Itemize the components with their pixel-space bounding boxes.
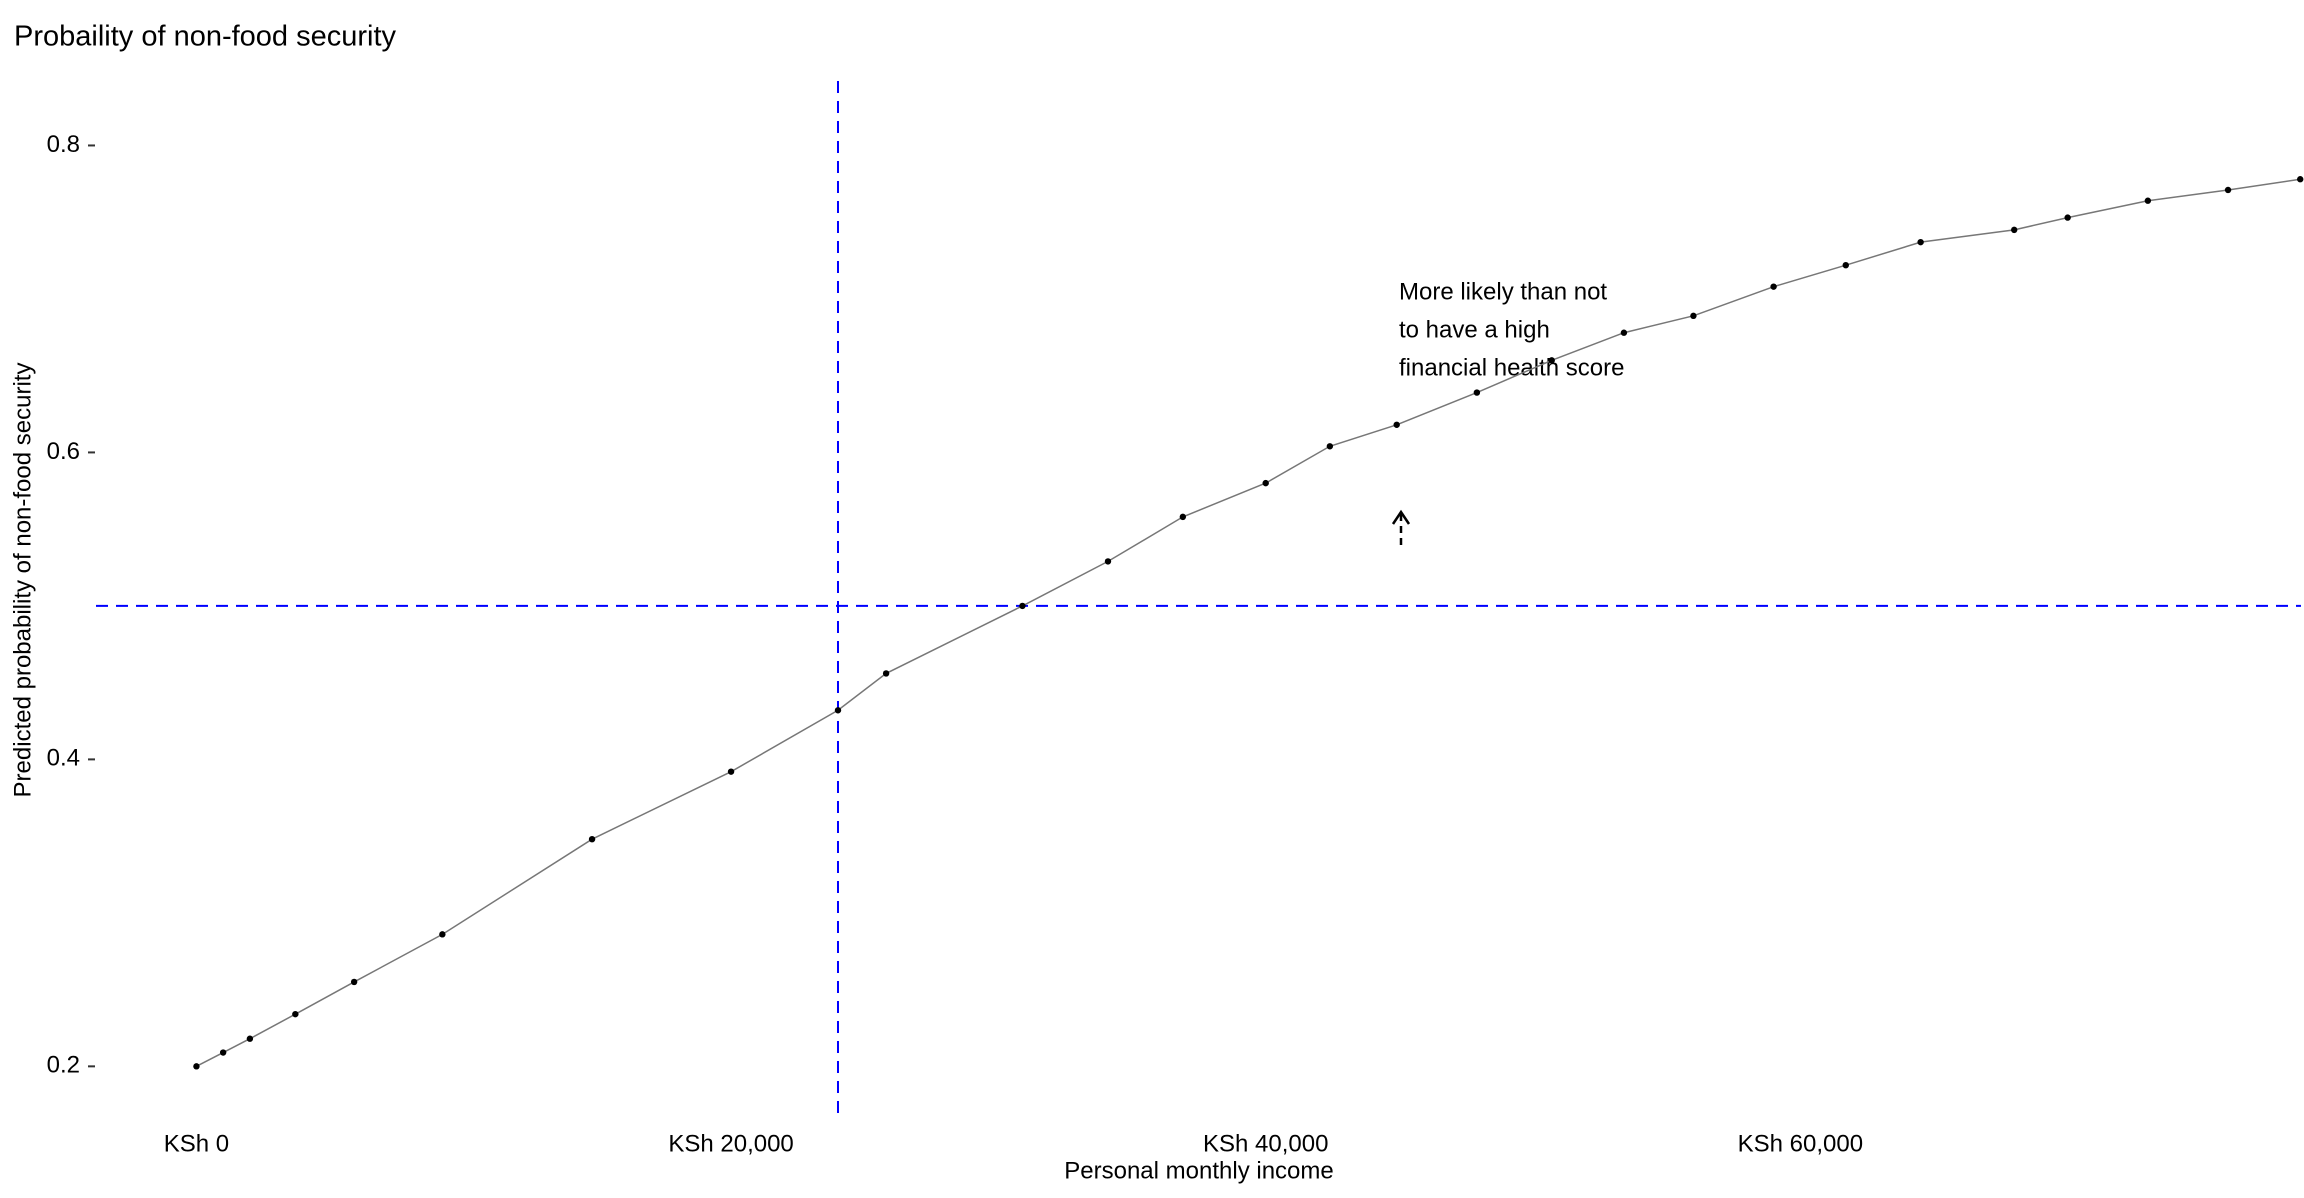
y-tick-label: 0.2 xyxy=(47,1052,80,1079)
annotation-arrow xyxy=(1391,509,1411,548)
y-tick-label: 0.4 xyxy=(47,745,80,772)
point xyxy=(588,835,596,843)
point xyxy=(1620,329,1628,336)
point xyxy=(292,1010,299,1018)
x-axis-title: Personal monthly income xyxy=(1064,1157,1333,1184)
point xyxy=(1842,261,1849,269)
chart-title: Probaility of non-food security xyxy=(14,21,397,53)
point xyxy=(834,707,842,714)
point xyxy=(1917,238,1924,246)
y-tick-label: 0.8 xyxy=(47,131,80,158)
point xyxy=(1019,602,1026,610)
point xyxy=(2297,176,2304,183)
point xyxy=(1548,357,1555,364)
point xyxy=(1104,558,1112,565)
point xyxy=(1690,312,1697,320)
point xyxy=(727,768,735,775)
annotation: to have a high xyxy=(1399,316,1550,343)
y-tick-label: 0.6 xyxy=(47,438,80,465)
x-tick-label: KSh 0 xyxy=(164,1130,229,1157)
point xyxy=(350,978,358,986)
point xyxy=(219,1049,227,1056)
point xyxy=(439,931,446,938)
point xyxy=(2010,226,2018,234)
point xyxy=(1179,513,1187,521)
point xyxy=(2064,214,2071,221)
y-axis-title: Predicted probability of non-food securi… xyxy=(9,363,36,798)
point xyxy=(2144,197,2152,204)
point xyxy=(1473,389,1481,396)
point xyxy=(882,670,890,677)
x-tick-label: KSh 60,000 xyxy=(1738,1130,1863,1157)
line xyxy=(196,178,2301,1068)
x-tick-label: KSh 40,000 xyxy=(1203,1130,1328,1157)
point xyxy=(193,1063,200,1070)
annotation: More likely than not xyxy=(1399,278,1607,305)
x-tick-label: KSh 20,000 xyxy=(668,1130,793,1157)
point xyxy=(1770,283,1777,290)
point xyxy=(1393,421,1400,428)
point xyxy=(1262,479,1269,487)
point xyxy=(1326,443,1334,450)
point xyxy=(2224,186,2232,194)
point xyxy=(246,1035,254,1042)
